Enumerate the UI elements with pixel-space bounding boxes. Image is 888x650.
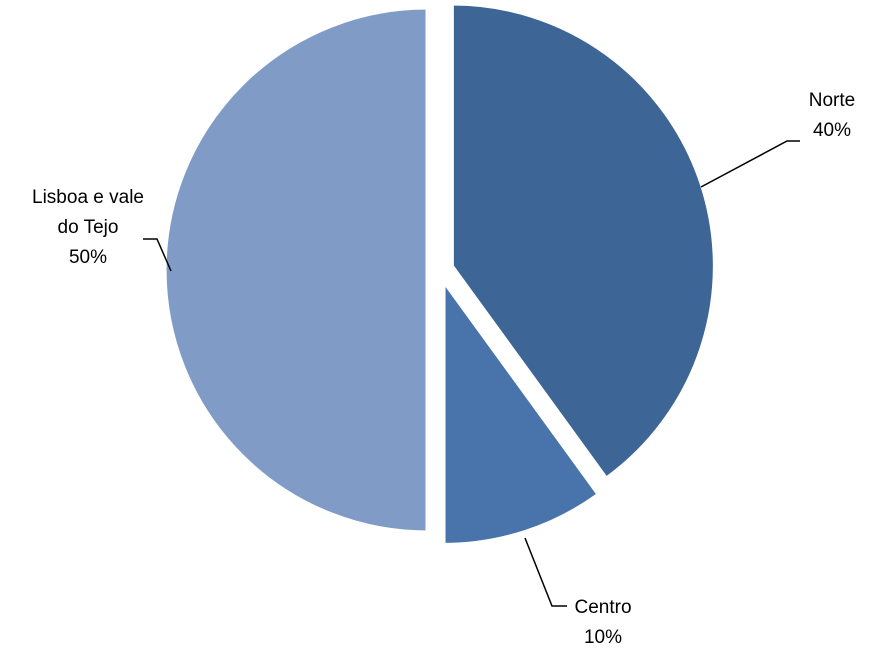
data-label-value: 10% [584,627,622,648]
pie-slice-lisboa-e-vale-do-tejo [165,8,427,532]
data-label-value: 40% [813,120,851,141]
data-label-category: Norte [809,90,855,111]
pie-slices [165,4,714,544]
data-label-category: do Tejo [58,217,119,238]
data-label-category: Centro [574,597,631,618]
data-label-category: Lisboa e vale [32,187,144,208]
data-label-lisboa-e-vale-do-tejo: Lisboa e vale do Tejo 50% [32,187,144,268]
data-label-centro: Centro 10% [574,597,631,648]
data-label-norte: Norte 40% [809,90,855,141]
data-label-value: 50% [69,247,107,268]
leader-line-centro [525,538,567,606]
leader-line-norte [701,141,800,187]
